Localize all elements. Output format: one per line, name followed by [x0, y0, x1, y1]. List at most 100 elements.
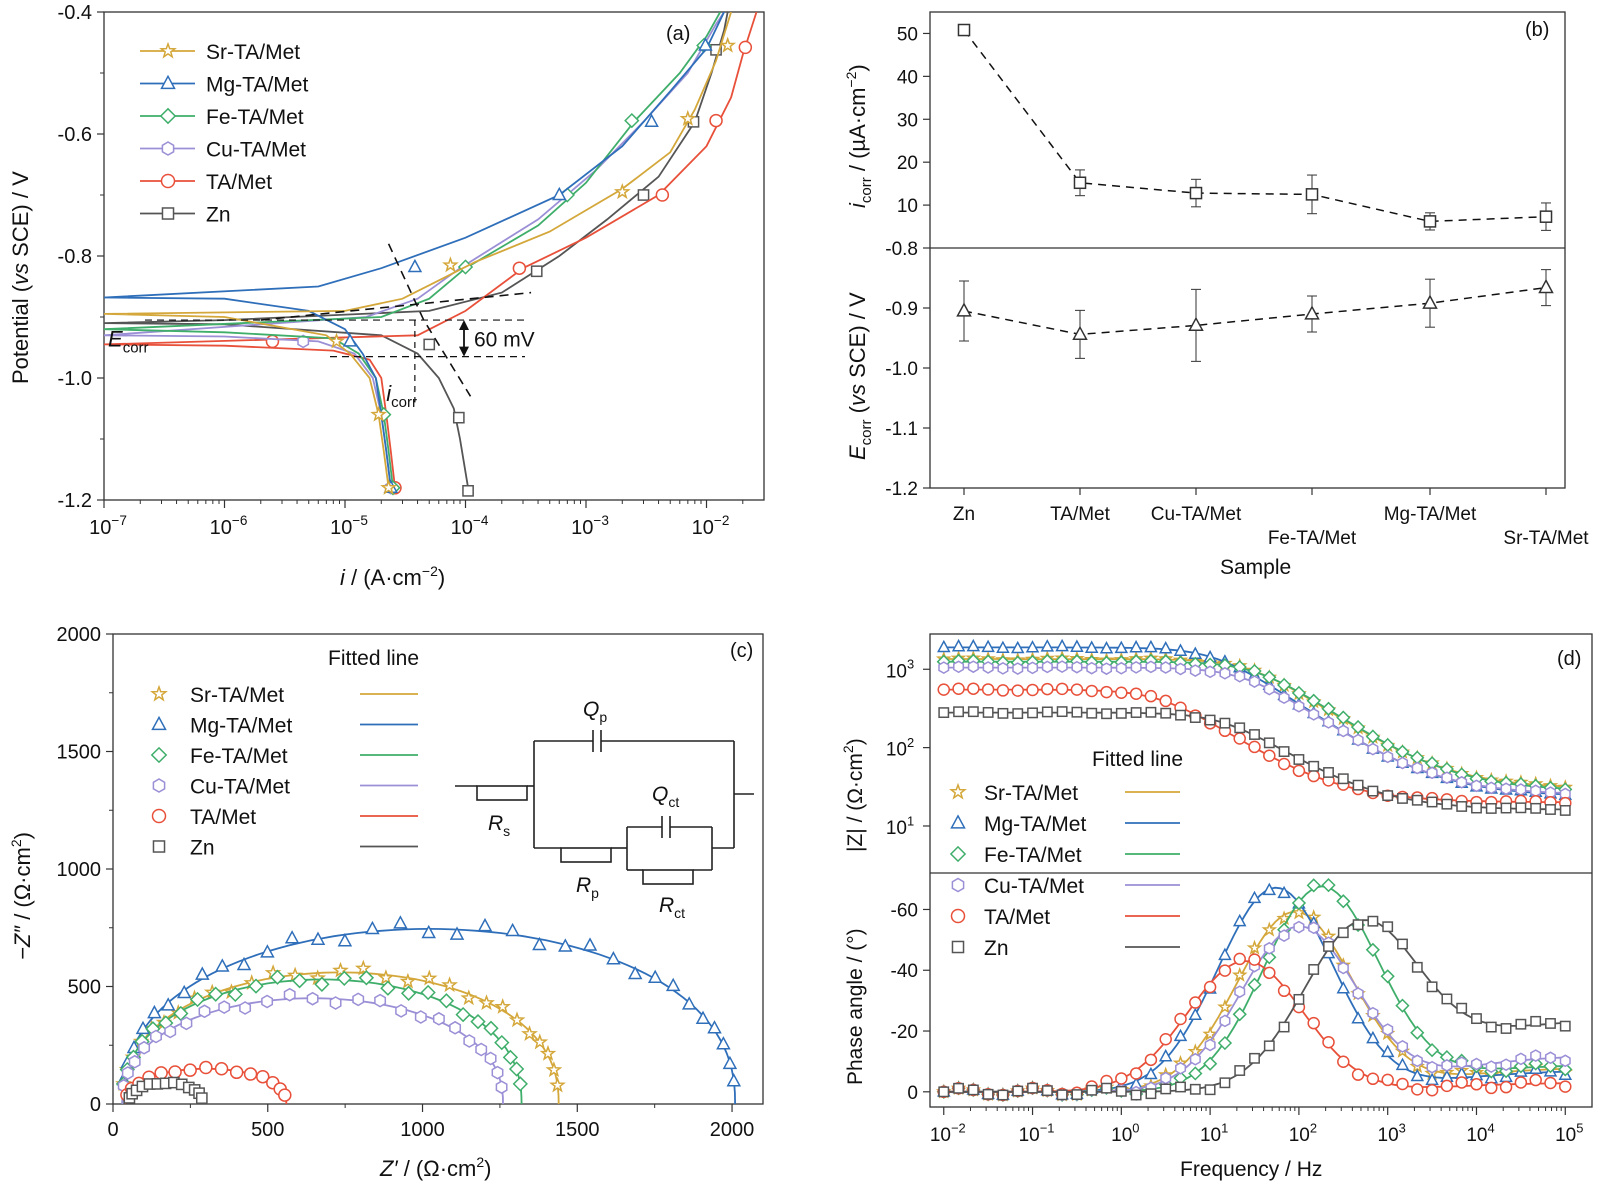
data-point	[470, 1013, 486, 1030]
data-point	[1308, 708, 1320, 721]
x-tick-label: 10−7	[89, 513, 127, 539]
data-point	[1530, 1015, 1542, 1027]
data-point	[938, 1086, 950, 1098]
arrow-60mv-head-up	[459, 320, 469, 331]
data-point	[1352, 987, 1364, 1000]
panel-a: (a) -0.4-0.6-0.8-1.0-1.2 10−7 10−6 10−5 10−…	[8, 2, 765, 590]
legend-marker	[949, 782, 967, 800]
data-point	[1395, 1057, 1410, 1071]
data-point	[982, 661, 994, 674]
legend-marker	[951, 940, 965, 954]
data-point	[1322, 716, 1335, 729]
top-y-tick-label: 40	[897, 67, 918, 88]
data-point	[1204, 665, 1216, 679]
data-point	[1263, 737, 1275, 749]
legend-label: TA/Met	[206, 171, 272, 194]
legend-label: Zn	[984, 937, 1009, 960]
data-point	[679, 109, 697, 126]
x-tick-label: Mg-TA/Met	[1384, 504, 1477, 525]
data-point	[1114, 640, 1129, 654]
data-point	[1426, 796, 1438, 808]
ecorr-point	[1072, 325, 1088, 341]
panel-b-bottom-y-label: Ecorr (vs SCE) / V	[845, 292, 875, 460]
data-point	[1411, 761, 1423, 775]
data-point	[1234, 985, 1246, 999]
data-point	[952, 682, 965, 696]
data-point	[1485, 1060, 1497, 1073]
data-point	[452, 411, 465, 424]
data-point	[1471, 802, 1482, 814]
data-point	[1025, 640, 1040, 653]
data-point	[1352, 779, 1364, 791]
x-tick-label: 102	[1289, 1120, 1317, 1146]
data-point	[1485, 1081, 1498, 1095]
data-point	[483, 1020, 499, 1036]
circuit-label-rp: Rp	[576, 874, 599, 901]
data-point	[937, 683, 951, 696]
data-point	[1307, 769, 1320, 783]
data-point	[1145, 706, 1157, 718]
data-point	[1010, 640, 1025, 654]
data-point	[1056, 660, 1068, 673]
legend-label: Sr-TA/Met	[206, 41, 300, 64]
x-tick-label: 1000	[400, 1119, 445, 1141]
x-tick-label: 10−2	[930, 1120, 966, 1146]
data-point	[1055, 682, 1069, 696]
panel-a-x-label: i / (A·cm−2)	[340, 563, 445, 590]
data-point	[722, 1055, 738, 1070]
data-point	[1500, 1058, 1512, 1072]
data-point	[1173, 643, 1188, 656]
data-point	[1101, 708, 1112, 720]
data-point	[438, 993, 455, 1009]
x-tick-label: 1500	[555, 1119, 600, 1141]
data-point	[716, 1036, 731, 1050]
data-point	[1233, 952, 1246, 966]
data-point	[1246, 939, 1263, 955]
legend-label: Fe-TA/Met	[190, 745, 288, 768]
data-point	[1337, 961, 1349, 975]
legend-label: Mg-TA/Met	[190, 715, 292, 738]
data-point	[512, 261, 527, 275]
data-point	[1189, 996, 1202, 1009]
data-point	[1455, 1076, 1468, 1089]
data-point	[393, 915, 408, 929]
panel-a-plot-area	[104, 12, 758, 497]
data-point	[1278, 746, 1290, 757]
data-point	[1204, 1038, 1216, 1052]
data-point	[681, 996, 697, 1010]
data-point	[1202, 1025, 1218, 1041]
data-point	[982, 1088, 994, 1100]
data-point	[494, 998, 512, 1014]
data-point	[1424, 1043, 1440, 1058]
data-point	[1545, 1018, 1556, 1029]
data-point	[337, 933, 353, 947]
data-point	[495, 1080, 508, 1095]
data-point	[332, 961, 349, 978]
bottom-y-tick-label: -0.9	[885, 299, 918, 320]
annotation-60mv: 60 mV	[474, 328, 535, 351]
data-point	[1410, 1068, 1425, 1082]
data-point	[1219, 1077, 1231, 1089]
x-tick-label: 0	[107, 1119, 118, 1141]
legend-marker	[152, 840, 166, 853]
data-point	[1470, 779, 1482, 793]
data-point	[1159, 1033, 1172, 1046]
panel-a-y-axis: -0.4 -0.6 -0.8 -1.0 -1.2	[58, 2, 104, 512]
panel-c: (c) 0 500 1000 1500 2000 0 500 1000 1500 2000 Z′ …	[8, 624, 764, 1181]
data-point	[1144, 1066, 1158, 1080]
circuit-label-qp: Qp	[583, 698, 607, 725]
x-tick-label: 10−2	[692, 513, 730, 539]
data-point	[1158, 641, 1173, 654]
data-point	[1056, 706, 1068, 718]
top-y-tick-label: 50	[897, 24, 918, 45]
bottom-y-tick-label: -20	[891, 1022, 918, 1043]
data-point	[1336, 710, 1351, 725]
data-point	[1308, 760, 1320, 772]
data-point	[1115, 661, 1127, 675]
data-point	[432, 1011, 445, 1026]
data-point	[613, 183, 631, 200]
data-point	[354, 959, 372, 976]
data-point	[1396, 756, 1409, 770]
data-point	[1160, 1071, 1172, 1085]
data-point	[265, 334, 280, 349]
